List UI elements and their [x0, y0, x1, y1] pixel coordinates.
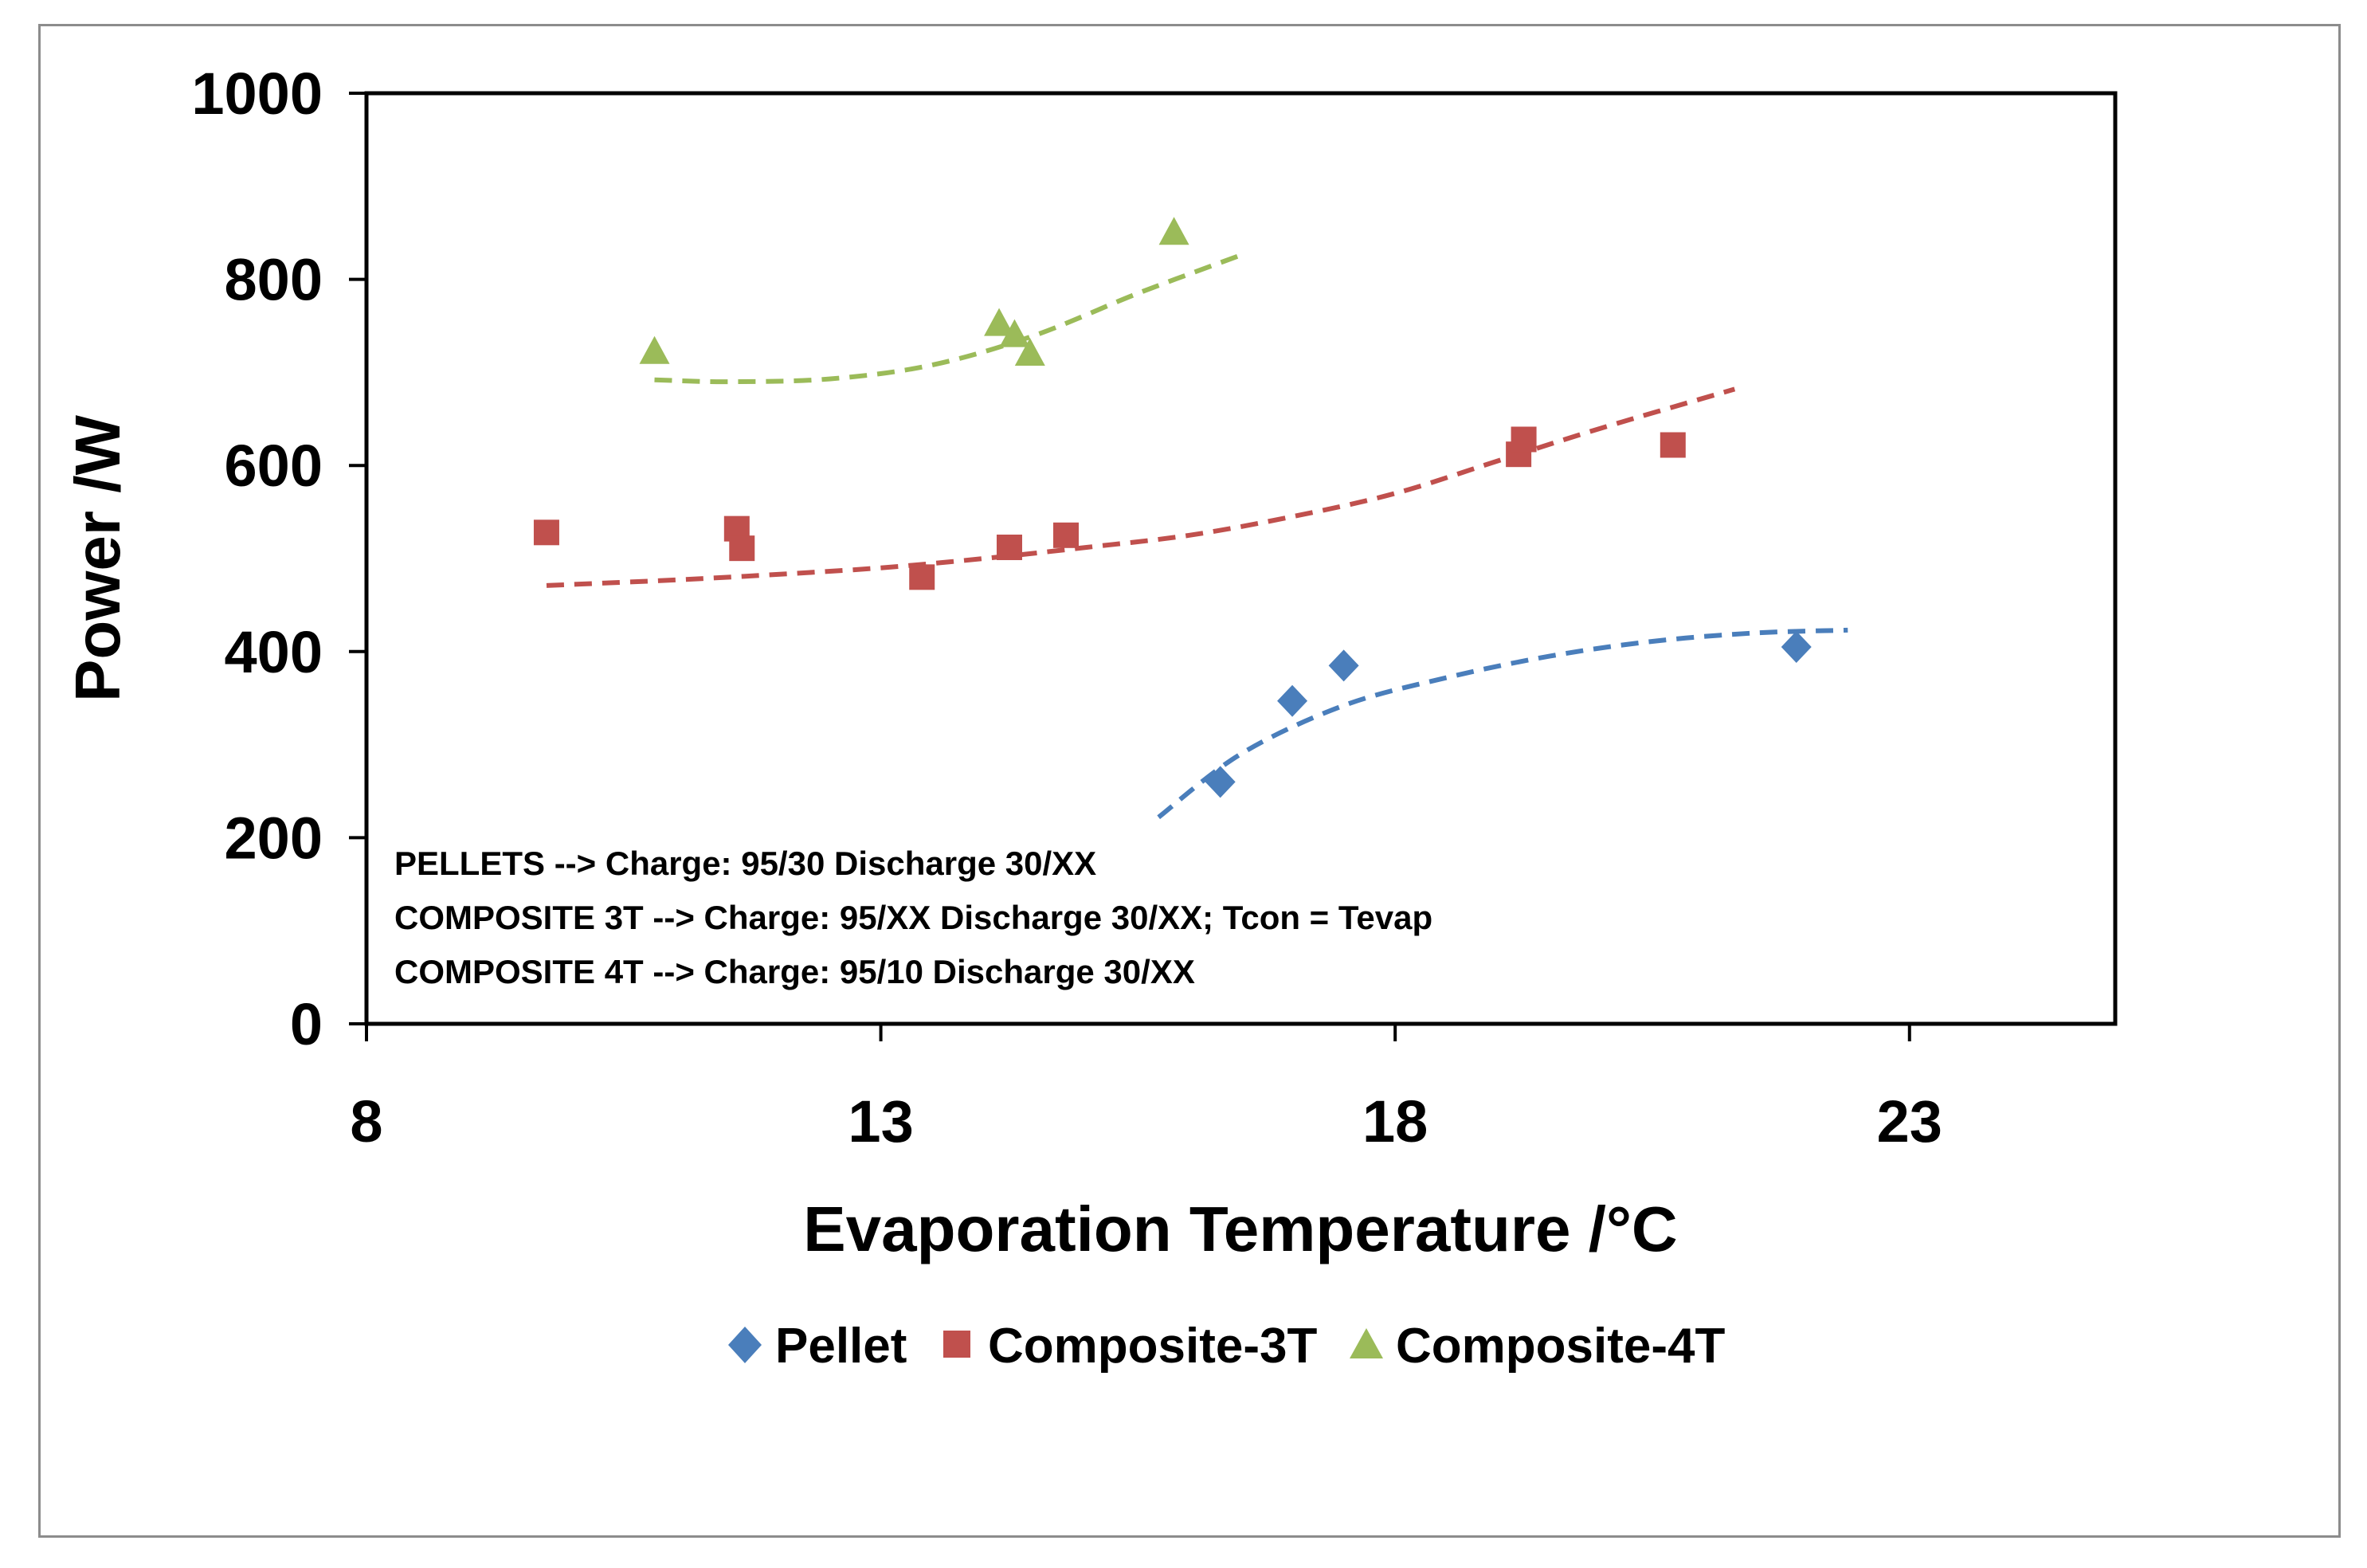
point-composite-4t-4 [1014, 338, 1045, 367]
legend-marker-composite-3t [943, 1331, 970, 1358]
point-composite-3t-5 [996, 534, 1022, 560]
x-axis-title: Evaporation Temperature /°C [803, 1194, 1677, 1264]
point-composite-4t-3 [999, 319, 1030, 347]
y-tick-label-800: 800 [225, 247, 323, 313]
trendline-pellet [1157, 627, 1848, 820]
annotation-line-1: PELLETS --> Charge: 95/30 Discharge 30/X… [394, 845, 1096, 882]
y-tick-label-1000: 1000 [191, 61, 323, 127]
point-composite-3t-3 [729, 535, 755, 562]
x-tick-label-8: 8 [350, 1088, 382, 1154]
legend-label-composite-4t: Composite-4T [1396, 1319, 1725, 1374]
point-pellet-3 [1328, 649, 1359, 682]
point-pellet-1 [1205, 766, 1236, 798]
annotation-box: PELLETS --> Charge: 95/30 Discharge 30/X… [394, 845, 1432, 990]
legend-label-composite-3t: Composite-3T [988, 1319, 1317, 1374]
annotation-line-3: COMPOSITE 4T --> Charge: 95/10 Discharge… [394, 953, 1195, 990]
point-composite-3t-8 [1511, 426, 1537, 453]
axis-layer: 8 13 18 23 0 200 400 600 800 1000 [191, 61, 1942, 1154]
marker-layer [533, 217, 1812, 798]
legend-label-pellet: Pellet [775, 1319, 907, 1374]
y-tick-label-600: 600 [225, 433, 323, 499]
annotation-line-2: COMPOSITE 3T --> Charge: 95/XX Discharge… [394, 899, 1432, 936]
x-tick-label-13: 13 [848, 1088, 913, 1154]
point-composite-4t-1 [639, 335, 670, 364]
point-composite-4t-2 [984, 308, 1015, 336]
point-composite-4t-5 [1158, 217, 1189, 245]
point-composite-3t-1 [533, 519, 559, 546]
point-composite-3t-9 [1660, 432, 1686, 458]
point-pellet-4 [1781, 630, 1812, 663]
point-pellet-2 [1277, 684, 1308, 717]
point-composite-3t-6 [1053, 522, 1079, 548]
legend: Pellet Composite-3T Composite-4T [728, 1319, 1725, 1374]
y-tick-label-200: 200 [225, 805, 323, 871]
y-tick-label-400: 400 [225, 619, 323, 685]
plot-area [364, 91, 2118, 1026]
legend-marker-pellet [728, 1327, 762, 1363]
point-composite-3t-4 [909, 564, 935, 590]
x-tick-label-18: 18 [1362, 1088, 1428, 1154]
y-tick-label-0: 0 [290, 991, 323, 1057]
legend-marker-composite-4t [1350, 1328, 1383, 1358]
x-tick-label-23: 23 [1877, 1088, 1942, 1154]
trendline-composite-4t [654, 253, 1242, 385]
y-axis-title: Power /W [62, 414, 133, 702]
